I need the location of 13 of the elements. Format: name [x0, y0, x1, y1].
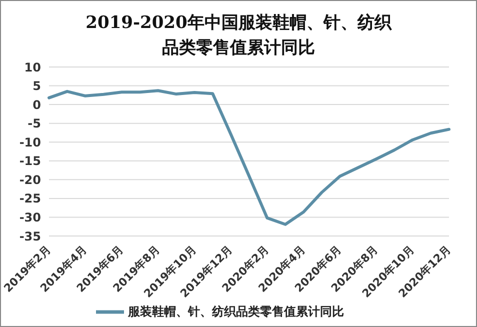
y-tick-label: 5 [32, 79, 41, 94]
y-tick-label: -30 [19, 210, 41, 224]
y-tick-label: -25 [19, 192, 41, 206]
line-series [48, 89, 450, 226]
legend-label: 服装鞋帽、针、纺织品类零售值累计同比 [128, 304, 344, 318]
y-tick-label: -10 [19, 135, 41, 150]
y-tick-label: 0 [32, 98, 41, 112]
y-tick-label: 10 [24, 60, 41, 74]
y-tick-label: -35 [19, 229, 41, 244]
y-tick-label: -15 [19, 154, 41, 168]
y-tick-label: -5 [28, 116, 41, 131]
chart-title: 2019-2020年中国服装鞋帽、针、纺织品类零售值累计同比 [84, 12, 393, 60]
y-tick-label: -20 [19, 172, 41, 187]
